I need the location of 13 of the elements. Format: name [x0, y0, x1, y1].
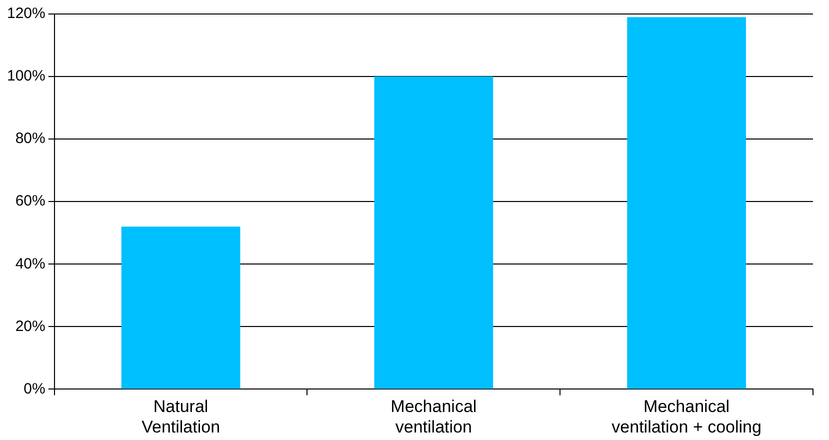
- x-tick-label: Mechanical ventilation: [390, 397, 477, 436]
- bar: [374, 76, 494, 389]
- y-tick-label: 60%: [15, 192, 46, 210]
- y-tick-label: 120%: [6, 5, 46, 22]
- y-tick-label: 20%: [15, 318, 46, 335]
- bar: [121, 226, 240, 389]
- y-tick-label: 80%: [15, 130, 46, 148]
- y-tick-label: 0%: [24, 380, 46, 398]
- y-tick-label: 100%: [6, 68, 46, 85]
- bar: [627, 17, 746, 389]
- x-tick-label: Mechanical ventilation + cooling: [612, 397, 762, 436]
- y-tick-label: 40%: [15, 255, 46, 272]
- x-tick-label: Natural Ventilation: [142, 397, 220, 436]
